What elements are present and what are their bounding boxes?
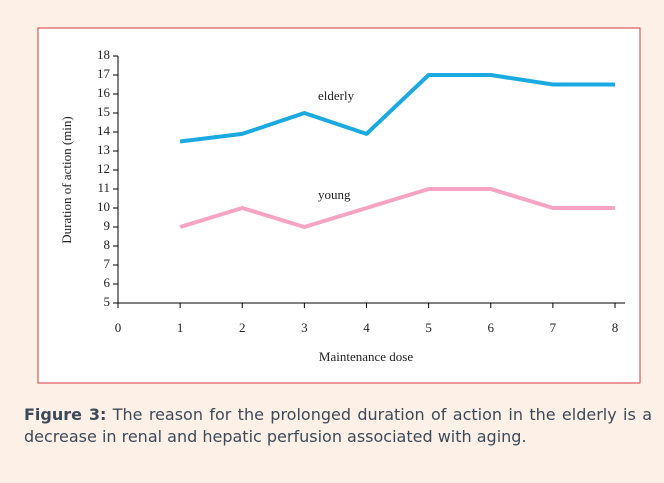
y-tick-label: 9 — [104, 218, 111, 233]
x-tick-label: 2 — [239, 320, 246, 335]
y-tick-label: 7 — [104, 256, 111, 271]
series-label: young — [318, 187, 351, 202]
caption-label: Figure 3: — [24, 405, 107, 424]
x-tick-label: 3 — [301, 320, 308, 335]
y-tick-label: 15 — [97, 104, 110, 119]
caption: Figure 3: The reason for the prolonged d… — [24, 404, 652, 448]
y-tick-label: 16 — [97, 85, 111, 100]
x-tick-label: 5 — [425, 320, 432, 335]
y-tick-label: 17 — [97, 66, 111, 81]
x-tick-label: 8 — [612, 320, 619, 335]
x-tick-label: 7 — [550, 320, 557, 335]
y-axis-label: Duration of action (min) — [59, 116, 74, 243]
x-tick-label: 1 — [177, 320, 184, 335]
x-axis-label: Maintenance dose — [319, 349, 413, 364]
y-tick-label: 12 — [97, 161, 110, 176]
y-tick-label: 11 — [97, 180, 110, 195]
x-tick-label: 6 — [488, 320, 495, 335]
y-tick-label: 18 — [97, 47, 110, 62]
x-tick-label: 0 — [115, 320, 122, 335]
y-tick-label: 13 — [97, 142, 110, 157]
series-label: elderly — [318, 88, 355, 103]
y-tick-label: 6 — [104, 275, 111, 290]
chart: Duration of action (min) Maintenance dos… — [37, 27, 641, 384]
series-line — [179, 73, 615, 144]
series-line — [179, 187, 615, 229]
y-tick-label: 10 — [97, 199, 110, 214]
y-tick-label: 5 — [104, 294, 111, 309]
x-tick-label: 4 — [363, 320, 370, 335]
y-tick-label: 8 — [104, 237, 111, 252]
caption-text: The reason for the prolonged duration of… — [24, 405, 652, 446]
y-tick-label: 14 — [97, 123, 111, 138]
